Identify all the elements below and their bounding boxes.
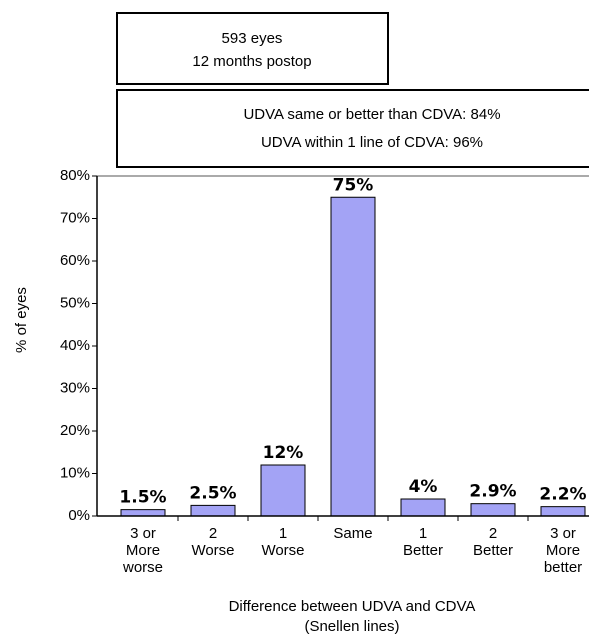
x-tick-label: 3 or More better: [544, 525, 582, 576]
y-tick-label: 30%: [60, 379, 90, 396]
annotation: UDVA within 1 line of CDVA: 96%: [261, 134, 483, 151]
annotation: 12 months postop: [192, 53, 311, 70]
y-tick-label: 0%: [68, 507, 90, 524]
y-axis-label: % of eyes: [13, 287, 30, 353]
y-tick-label: 20%: [60, 422, 90, 439]
annotation-box: [116, 89, 589, 168]
x-tick-label: 2 Better: [473, 525, 513, 559]
y-tick-label: 70%: [60, 209, 90, 226]
data-label: 75%: [333, 175, 374, 195]
bar: [470, 503, 516, 517]
x-axis-label: Difference between UDVA and CDVA: [229, 598, 476, 615]
x-axis-label: (Snellen lines): [304, 618, 399, 635]
data-label: 2.9%: [469, 482, 516, 502]
data-label: 12%: [263, 443, 304, 463]
data-label: 2.5%: [189, 483, 236, 503]
annotation: 593 eyes: [222, 30, 283, 47]
y-tick-label: 80%: [60, 167, 90, 184]
annotation-box: [116, 12, 389, 85]
annotation: UDVA same or better than CDVA: 84%: [243, 106, 500, 123]
x-tick-label: 2 Worse: [191, 525, 234, 559]
data-label: 1.5%: [119, 488, 166, 508]
x-tick-label: 1 Better: [403, 525, 443, 559]
x-tick-label: Same: [333, 525, 372, 542]
y-tick-label: 60%: [60, 252, 90, 269]
data-label: 4%: [409, 477, 438, 497]
x-tick-label: 1 Worse: [261, 525, 304, 559]
bar: [540, 506, 586, 517]
bar: [260, 464, 306, 517]
y-tick-label: 10%: [60, 464, 90, 481]
bar: [120, 509, 166, 517]
y-tick-label: 40%: [60, 337, 90, 354]
bar: [330, 196, 376, 517]
bar: [190, 504, 236, 517]
x-tick-label: 3 or More worse: [122, 525, 163, 576]
data-label: 2.2%: [539, 485, 586, 505]
bar: [400, 498, 446, 517]
y-tick-label: 50%: [60, 294, 90, 311]
